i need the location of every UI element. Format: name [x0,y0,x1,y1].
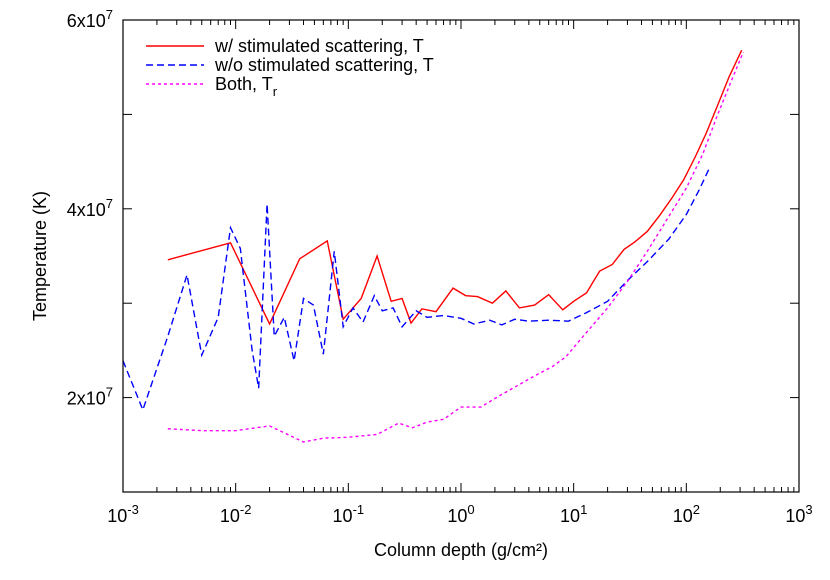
x-tick-label: 102 [673,502,700,526]
x-tick-label: 10-3 [107,502,139,526]
series-line-2 [122,167,710,412]
series-line-3 [167,51,744,443]
y-axis-label: Temperature (K) [30,191,50,321]
y-tick-label: 6x107 [67,7,113,31]
series-line-1 [167,49,743,326]
x-tick-label: 100 [447,502,474,526]
legend: w/ stimulated scattering, Tw/o stimulate… [146,36,434,99]
x-tick-label: 10-2 [220,502,252,526]
y-tick-label: 2x107 [67,385,113,409]
x-axis-label: Column depth (g/cm²) [374,540,548,560]
x-tick-label: 10-1 [333,502,365,526]
ticks-layer: 10-3 10-2 10-1 100 101 102 103 2x107 4x107 6x107 [67,7,813,526]
legend-label-3: Both, Tr [215,74,278,99]
x-tick-label: 103 [785,502,812,526]
x-tick-label: 101 [560,502,587,526]
legend-label-1: w/ stimulated scattering, T [214,36,424,56]
y-tick-label: 4x107 [67,196,113,220]
legend-label-2: w/o stimulated scattering, T [214,55,434,75]
series-layer [122,49,744,443]
